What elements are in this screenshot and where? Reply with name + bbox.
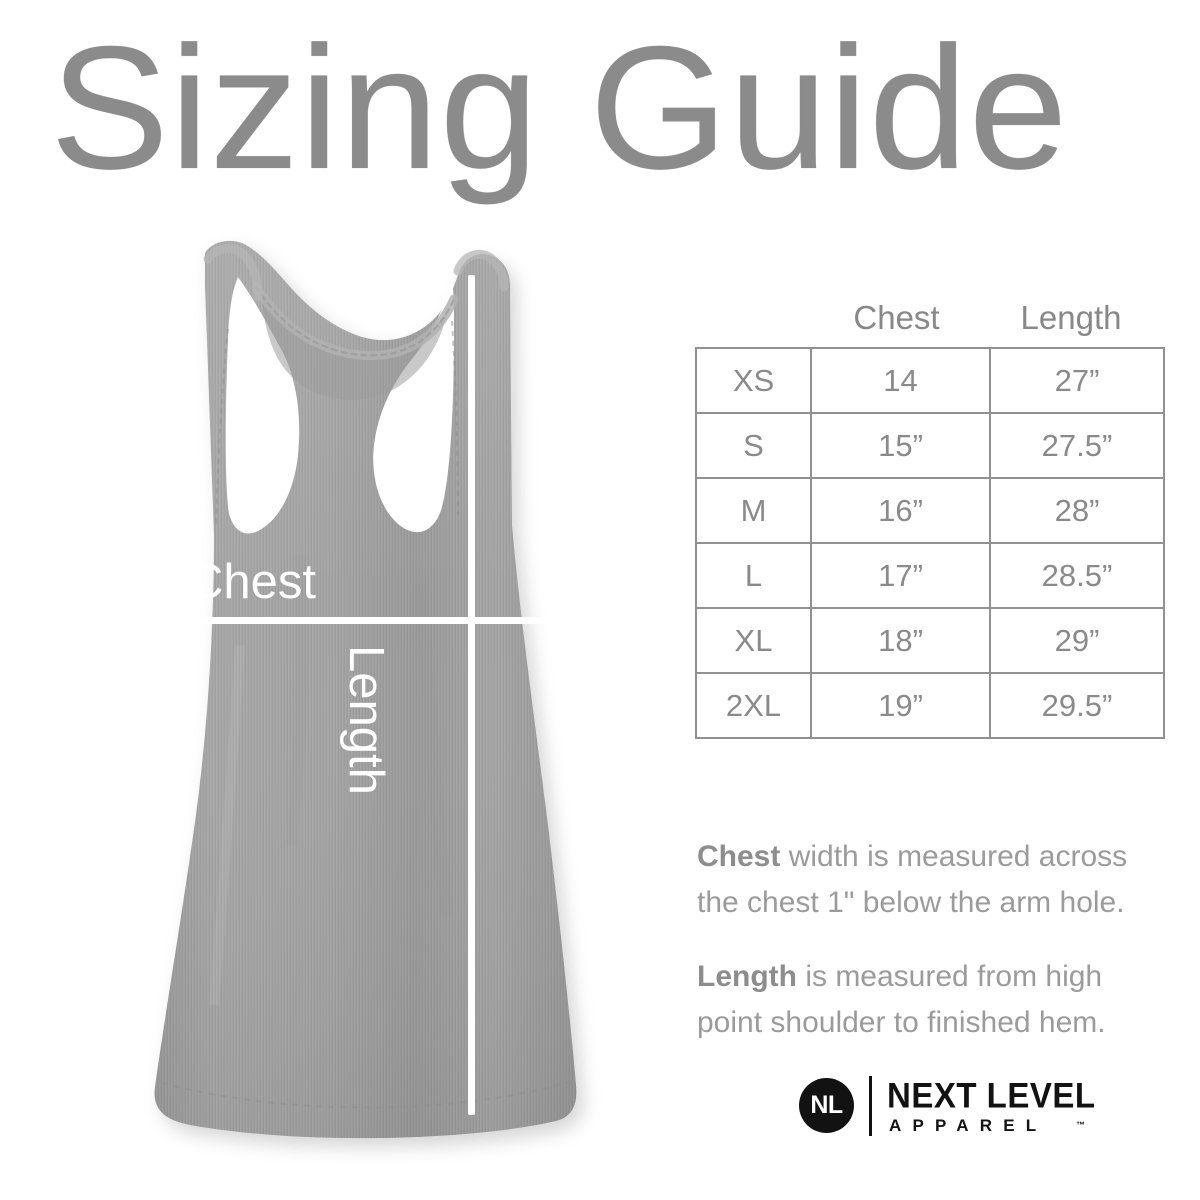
measurement-notes: Chest width is measured across the chest…	[697, 834, 1167, 1074]
cell-length: 27.5”	[989, 412, 1165, 479]
table-row: M 16” 28”	[695, 477, 1165, 544]
page-title: Sizing Guide	[50, 11, 1069, 206]
cell-length: 29”	[989, 607, 1165, 674]
cell-chest: 14	[810, 347, 991, 414]
cell-chest: 17”	[810, 542, 991, 609]
chest-measure-line	[128, 617, 568, 624]
header-size	[695, 298, 808, 344]
length-note-term: Length	[697, 960, 797, 993]
nl-monogram-icon: NL	[799, 1078, 854, 1133]
table-row: L 17” 28.5”	[695, 542, 1165, 609]
cell-size: M	[695, 477, 812, 544]
chest-note-term: Chest	[697, 840, 781, 873]
chest-note-text: width is measured across the chest 1" be…	[697, 840, 1128, 919]
cell-chest: 19”	[810, 672, 991, 739]
table-column-headers: Chest Length	[695, 298, 1157, 344]
logo-trademark-icon: ™	[1076, 1120, 1085, 1130]
nl-monogram-text: NL	[810, 1091, 843, 1119]
cell-size: L	[695, 542, 812, 609]
chest-note: Chest width is measured across the chest…	[697, 834, 1167, 926]
size-chart-table: XS 14 27” S 15” 27.5” M 16” 28” L 17” 28…	[695, 347, 1165, 739]
cell-chest: 15”	[810, 412, 991, 479]
length-note-text: is measured from high point shoulder to …	[697, 960, 1106, 1039]
table-row: XS 14 27”	[695, 347, 1165, 414]
table-row: 2XL 19” 29.5”	[695, 672, 1165, 739]
chest-overlay-label: Chest	[188, 555, 317, 609]
length-note: Length is measured from high point shoul…	[697, 954, 1167, 1046]
table-row: S 15” 27.5”	[695, 412, 1165, 479]
cell-size: 2XL	[695, 672, 812, 739]
header-chest: Chest	[853, 299, 940, 336]
cell-size: S	[695, 412, 812, 479]
tank-top-illustration	[154, 240, 577, 1139]
cell-chest: 16”	[810, 477, 991, 544]
cell-size: XL	[695, 607, 812, 674]
cell-length: 29.5”	[989, 672, 1165, 739]
table-row: XL 18” 29”	[695, 607, 1165, 674]
length-measure-line	[468, 275, 475, 1115]
cell-length: 28.5”	[989, 542, 1165, 609]
header-length: Length	[1020, 299, 1122, 336]
cell-chest: 18”	[810, 607, 991, 674]
logo-brand-name: NEXT LEVEL	[887, 1075, 1096, 1116]
cell-length: 27”	[989, 347, 1165, 414]
next-level-apparel-logo: NL NEXT LEVEL APPAREL ™	[799, 1076, 1099, 1156]
logo-sub-name: APPAREL	[889, 1116, 1048, 1135]
cell-length: 28”	[989, 477, 1165, 544]
cell-size: XS	[695, 347, 812, 414]
length-overlay-label: Length	[339, 645, 393, 795]
logo-divider	[869, 1076, 872, 1136]
